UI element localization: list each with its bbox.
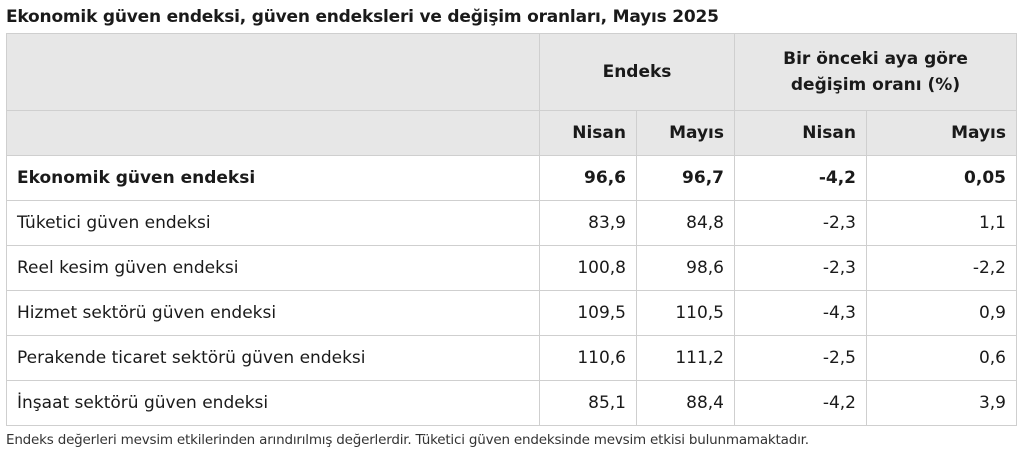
- cell-change-april: -4,3: [734, 290, 867, 336]
- cell-index-april: 110,6: [539, 335, 637, 381]
- cell-change-may: 0,6: [866, 335, 1017, 381]
- cell-index-april: 109,5: [539, 290, 637, 336]
- cell-change-april: -4,2: [734, 155, 867, 201]
- confidence-index-table: Endeks Bir önceki aya göre değişim oranı…: [6, 33, 1017, 426]
- header-change-may: Mayıs: [866, 110, 1017, 156]
- row-label: Perakende ticaret sektörü güven endeksi: [6, 335, 540, 381]
- cell-change-may: 1,1: [866, 200, 1017, 246]
- table-row-consumer-confidence: Tüketici güven endeksi 83,9 84,8 -2,3 1,…: [6, 200, 1017, 246]
- cell-index-april: 83,9: [539, 200, 637, 246]
- table-row-retail-confidence: Perakende ticaret sektörü güven endeksi …: [6, 335, 1017, 381]
- cell-index-may: 98,6: [636, 245, 735, 291]
- cell-index-april: 100,8: [539, 245, 637, 291]
- table-row-economic-confidence: Ekonomik güven endeksi 96,6 96,7 -4,2 0,…: [6, 155, 1017, 201]
- cell-index-april: 96,6: [539, 155, 637, 201]
- header-change-group: Bir önceki aya göre değişim oranı (%): [734, 33, 1017, 111]
- cell-index-may: 111,2: [636, 335, 735, 381]
- cell-index-april: 85,1: [539, 380, 637, 426]
- row-label: İnşaat sektörü güven endeksi: [6, 380, 540, 426]
- header-change-line2: değişim oranı (%): [790, 75, 961, 95]
- cell-index-may: 84,8: [636, 200, 735, 246]
- header-row-months: Nisan Mayıs Nisan Mayıs: [6, 110, 1017, 156]
- cell-change-may: 0,9: [866, 290, 1017, 336]
- row-label: Hizmet sektörü güven endeksi: [6, 290, 540, 336]
- header-blank-cell: [6, 33, 540, 111]
- cell-change-may: 0,05: [866, 155, 1017, 201]
- table-title: Ekonomik güven endeksi, güven endeksleri…: [6, 7, 719, 27]
- header-change-april: Nisan: [734, 110, 867, 156]
- header-index-april: Nisan: [539, 110, 637, 156]
- cell-change-april: -4,2: [734, 380, 867, 426]
- cell-change-april: -2,5: [734, 335, 867, 381]
- cell-index-may: 88,4: [636, 380, 735, 426]
- table-row-services-confidence: Hizmet sektörü güven endeksi 109,5 110,5…: [6, 290, 1017, 336]
- cell-change-april: -2,3: [734, 200, 867, 246]
- header-index-group: Endeks: [539, 33, 735, 111]
- cell-change-may: -2,2: [866, 245, 1017, 291]
- row-label: Tüketici güven endeksi: [6, 200, 540, 246]
- cell-index-may: 110,5: [636, 290, 735, 336]
- header-change-line1: Bir önceki aya göre: [783, 49, 968, 69]
- row-label: Reel kesim güven endeksi: [6, 245, 540, 291]
- header-index-may: Mayıs: [636, 110, 735, 156]
- row-label: Ekonomik güven endeksi: [6, 155, 540, 201]
- cell-index-may: 96,7: [636, 155, 735, 201]
- table-footnote: Endeks değerleri mevsim etkilerinden arı…: [6, 432, 809, 448]
- header-blank-cell: [6, 110, 540, 156]
- cell-change-april: -2,3: [734, 245, 867, 291]
- table-row-construction-confidence: İnşaat sektörü güven endeksi 85,1 88,4 -…: [6, 380, 1017, 426]
- cell-change-may: 3,9: [866, 380, 1017, 426]
- header-row-groups: Endeks Bir önceki aya göre değişim oranı…: [6, 33, 1017, 111]
- table-row-real-sector-confidence: Reel kesim güven endeksi 100,8 98,6 -2,3…: [6, 245, 1017, 291]
